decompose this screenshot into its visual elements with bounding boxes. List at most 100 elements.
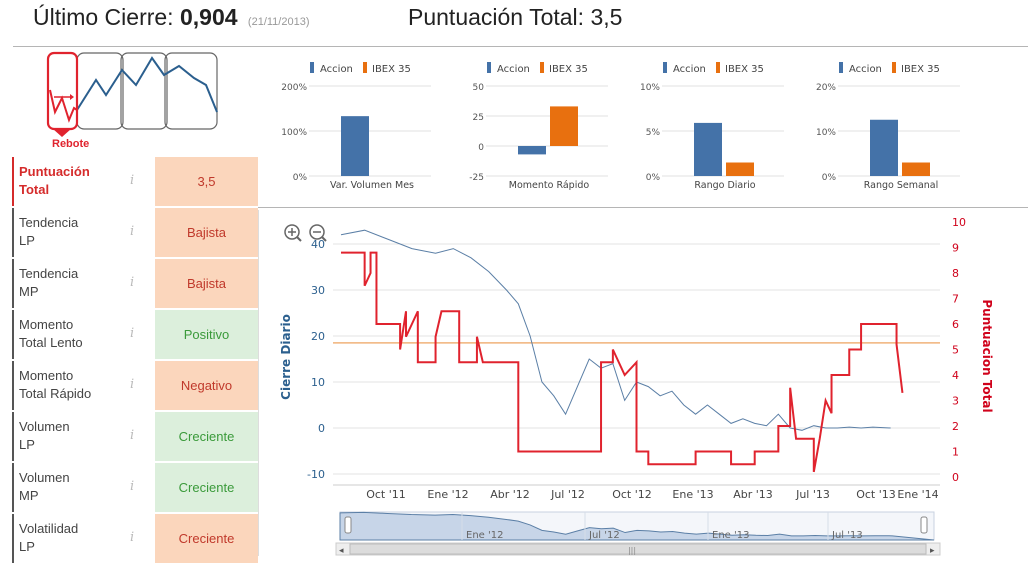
indicator-row[interactable]: Momento Total Lento i Positivo: [12, 310, 258, 361]
series-cierre-diario: [340, 229, 891, 431]
y-right-title: Puntuacion Total: [980, 299, 994, 412]
indicator-value: Bajista: [155, 208, 258, 257]
header-divider: [13, 46, 1028, 47]
trend-pattern-widget[interactable]: [14, 50, 254, 154]
header: Último Cierre: 0,904 (21/11/2013) Puntua…: [0, 0, 1030, 46]
info-icon[interactable]: i: [130, 530, 135, 545]
scrollbar-thumb: [349, 543, 927, 555]
y-right-tick: 7: [952, 293, 959, 306]
info-icon[interactable]: i: [130, 326, 135, 341]
y-right-tick: 8: [952, 267, 959, 280]
x-category-label: Rango Semanal: [864, 180, 939, 191]
navigator-frame: [339, 511, 935, 541]
indicator-row[interactable]: Puntuación Total i 3,5: [12, 157, 258, 208]
trend-label: Rebote: [52, 138, 90, 150]
x-tick-label: Oct '13: [856, 488, 896, 501]
ultimo-cierre-label: Último Cierre:: [33, 4, 174, 30]
y-left-tick: 0: [318, 422, 325, 435]
indicator-list: Puntuación Total i 3,5 Tendencia LP i Baji…: [12, 157, 258, 565]
y-right-tick: 5: [952, 344, 959, 357]
indicator-value: Creciente: [155, 514, 258, 563]
indicator-name-line1: Tendencia: [19, 266, 79, 281]
info-icon[interactable]: i: [130, 377, 135, 392]
ultimo-cierre-value: 0,904: [179, 4, 238, 30]
navigator-label: Jul '12: [588, 530, 620, 541]
y-right-tick: 10: [952, 216, 966, 229]
bar-accion: [518, 146, 546, 155]
puntuacion-total-label: Puntuación Total:: [408, 4, 585, 30]
indicator-value: Negativo: [155, 361, 258, 410]
indicator-row[interactable]: Volumen LP i Creciente: [12, 412, 258, 463]
trend-frame-3: [120, 52, 168, 130]
y-left-title: Cierre Diario: [279, 314, 293, 400]
x-tick-label: Jul '13: [795, 488, 830, 501]
indicator-row[interactable]: Volumen MP i Creciente: [12, 463, 258, 514]
info-icon[interactable]: i: [130, 275, 135, 290]
y-tick-label: 0%: [822, 173, 837, 183]
info-icon[interactable]: i: [130, 224, 135, 239]
y-left-tick: 20: [311, 330, 325, 343]
legend-swatch-accion: [487, 62, 491, 73]
mini-chart-4: Accion IBEX 35 20% 10% 0% Rango Semanal: [816, 62, 960, 191]
info-icon[interactable]: i: [130, 428, 135, 443]
indicator-label: Volumen LP: [12, 412, 154, 461]
y-left-tick: 10: [311, 376, 325, 389]
indicator-row[interactable]: Volatilidad LP i Creciente: [12, 514, 258, 565]
indicator-value: Creciente: [155, 463, 258, 512]
legend-swatch-ibex: [716, 62, 720, 73]
mini-chart-1: Accion IBEX 35 200% 100% 0% Var. Volumen Mes: [281, 62, 431, 191]
indicator-name-line2: LP: [19, 233, 35, 248]
indicator-label: Tendencia MP: [12, 259, 154, 308]
bar-ibex: [902, 162, 930, 176]
y-right-tick: 3: [952, 395, 959, 408]
x-tick-label: Abr '13: [733, 488, 773, 501]
navigator: Ene '12 Jul '12 Ene '13 Jul '13 ◂ ▸ |||: [335, 511, 941, 556]
y-tick-label: 10%: [640, 83, 660, 93]
y-left-tick: 40: [311, 238, 325, 251]
legend-swatch-ibex: [892, 62, 896, 73]
trend-red-line: [49, 89, 78, 123]
indicator-label: Volatilidad LP: [12, 514, 154, 563]
navigator-label: Ene '13: [712, 530, 749, 541]
y-tick-label: 50: [473, 83, 485, 93]
x-tick-label: Abr '12: [490, 488, 530, 501]
series-puntuacion-total: [341, 251, 904, 473]
scroll-left-icon: ◂: [339, 546, 344, 556]
y-right-tick: 0: [952, 471, 959, 484]
legend-swatch-accion: [663, 62, 667, 73]
info-icon[interactable]: i: [130, 173, 135, 188]
indicator-label: Volumen MP: [12, 463, 154, 512]
indicator-value: Bajista: [155, 259, 258, 308]
y-right-tick: 9: [952, 242, 959, 255]
info-icon[interactable]: i: [130, 479, 135, 494]
indicator-label: Momento Total Rápido: [12, 361, 154, 410]
legend-label-accion: Accion: [849, 64, 882, 75]
legend-swatch-accion: [839, 62, 843, 73]
legend-label-accion: Accion: [673, 64, 706, 75]
navigator-handle-right: [920, 516, 928, 534]
scroll-right-icon: ▸: [930, 546, 935, 556]
legend-label-accion: Accion: [497, 64, 530, 75]
indicator-row[interactable]: Momento Total Rápido i Negativo: [12, 361, 258, 412]
indicator-name-line1: Momento: [19, 317, 74, 332]
y-right-tick: 2: [952, 420, 959, 433]
navigator-label: Ene '12: [466, 530, 503, 541]
y-tick-label: 100%: [281, 128, 307, 138]
indicator-row[interactable]: Tendencia MP i Bajista: [12, 259, 258, 310]
y-right-tick: 1: [952, 446, 959, 459]
legend-label-ibex: IBEX 35: [901, 64, 940, 75]
bar-ibex: [550, 106, 578, 146]
x-tick-label: Oct '11: [366, 488, 406, 501]
indicator-row[interactable]: Tendencia LP i Bajista: [12, 208, 258, 259]
legend-swatch-accion: [310, 62, 314, 73]
bar-accion: [694, 122, 722, 176]
x-tick-label: Ene '14: [897, 488, 938, 501]
arrow-head-icon: [70, 94, 74, 100]
scrollbar-grip-icon: |||: [628, 546, 636, 555]
y-tick-label: 0%: [293, 173, 308, 183]
x-tick-label: Ene '13: [672, 488, 713, 501]
ultimo-cierre-date: (21/11/2013): [247, 16, 310, 28]
indicator-name-line1: Volatilidad: [19, 521, 79, 536]
y-left-tick: 30: [311, 284, 325, 297]
